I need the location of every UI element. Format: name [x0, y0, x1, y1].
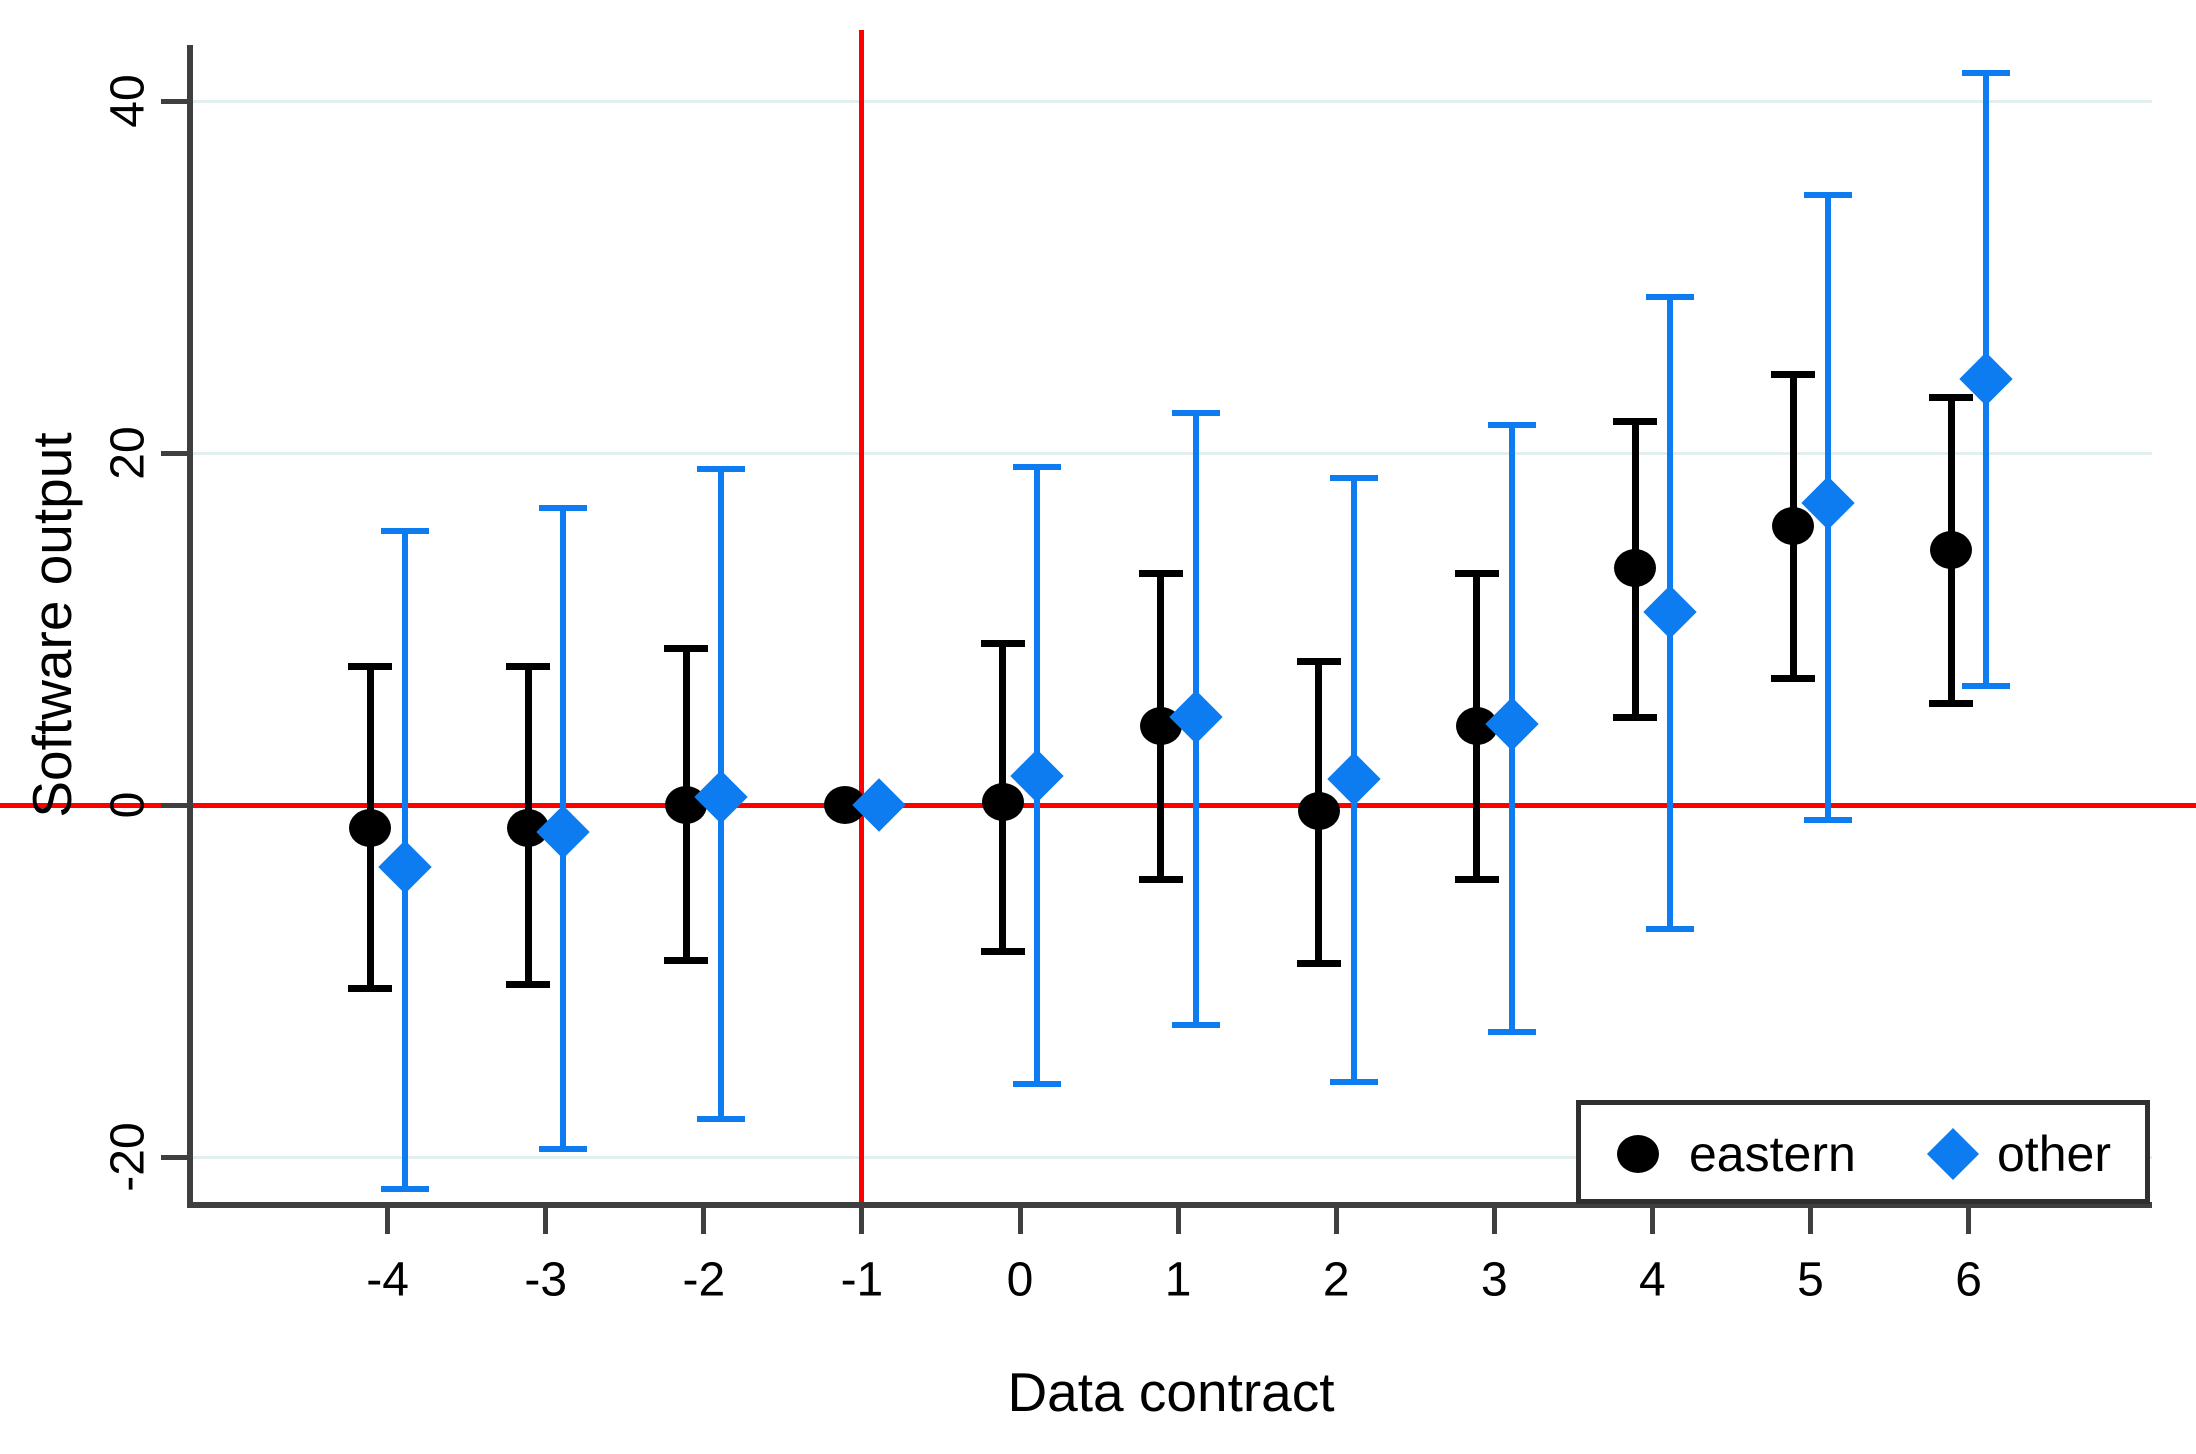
- ci-cap-top-other-x2: [1329, 475, 1378, 482]
- ci-cap-top-eastern-x3: [1454, 569, 1499, 577]
- ci-cap-bottom-other-x2: [1329, 1078, 1378, 1085]
- ci-cap-top-other-x3: [1487, 422, 1536, 429]
- x-tick-label--3: -3: [524, 1253, 568, 1307]
- other-diamond-icon: [1926, 1127, 1980, 1181]
- ci-cap-bottom-other-x4: [1645, 925, 1694, 932]
- y-tick-0: [161, 802, 187, 808]
- x-axis-title: Data contract: [1007, 1361, 1335, 1423]
- x-tick--1: [859, 1208, 865, 1234]
- ci-cap-top-eastern-x5: [1771, 370, 1816, 378]
- x-tick--3: [543, 1208, 549, 1234]
- marker-eastern-x0: [981, 782, 1024, 821]
- x-tick-6: [1966, 1208, 1972, 1234]
- ci-cap-top-other-x4: [1645, 293, 1694, 300]
- ci-cap-top-other-x6: [1961, 70, 2010, 77]
- grid-line-y-20: [190, 1155, 2152, 1159]
- ci-cap-bottom-eastern-x-4: [348, 984, 393, 992]
- event-time-reference-line: [859, 30, 865, 1205]
- y-tick-40: [161, 98, 187, 104]
- ci-cap-bottom-eastern-x1: [1138, 875, 1183, 883]
- x-tick-0: [1017, 1208, 1023, 1234]
- ci-cap-bottom-eastern-x2: [1296, 960, 1341, 968]
- y-tick-label--20: -20: [101, 1122, 155, 1193]
- x-tick-1: [1175, 1208, 1181, 1234]
- ci-cap-top-eastern-x6: [1929, 393, 1974, 401]
- legend: eastern other: [1576, 1100, 2150, 1204]
- grid-line-y20: [190, 451, 2152, 455]
- x-tick-label-0: 0: [1006, 1253, 1034, 1307]
- x-tick-label-6: 6: [1955, 1253, 1982, 1307]
- ci-cap-bottom-eastern-x6: [1929, 699, 1974, 707]
- y-tick-20: [161, 450, 187, 456]
- ci-cap-bottom-eastern-x0: [980, 948, 1025, 956]
- marker-eastern-x6: [1930, 531, 1973, 570]
- ci-cap-top-eastern-x4: [1613, 418, 1658, 426]
- ci-cap-bottom-other-x3: [1487, 1029, 1536, 1036]
- ci-cap-bottom-eastern-x3: [1454, 875, 1499, 883]
- eastern-circle-icon: [1617, 1135, 1659, 1173]
- x-tick-label--4: -4: [366, 1253, 409, 1307]
- y-tick-label-40: 40: [101, 74, 155, 129]
- ci-cap-bottom-other-x-3: [539, 1145, 588, 1152]
- ci-cap-top-eastern-x2: [1296, 657, 1341, 665]
- x-tick-label-4: 4: [1639, 1253, 1666, 1307]
- x-tick-5: [1808, 1208, 1813, 1234]
- ci-cap-top-eastern-x0: [980, 639, 1025, 647]
- ci-cap-top-other-x-2: [697, 466, 746, 473]
- ci-cap-top-eastern-x-2: [664, 645, 709, 653]
- marker-other-x3: [1484, 697, 1539, 752]
- ci-cap-top-eastern-x1: [1138, 569, 1183, 577]
- y-axis-title: Software output: [21, 432, 83, 818]
- marker-eastern-x5: [1772, 506, 1815, 545]
- x-tick-label-5: 5: [1797, 1253, 1824, 1307]
- y-tick-label-0: 0: [101, 792, 155, 819]
- ci-cap-top-eastern-x-4: [348, 662, 393, 670]
- x-tick-2: [1333, 1208, 1339, 1234]
- ci-cap-bottom-eastern-x4: [1613, 713, 1658, 721]
- ci-cap-bottom-other-x1: [1171, 1022, 1220, 1029]
- ci-cap-top-other-x1: [1171, 409, 1220, 416]
- ci-cap-bottom-other-x-4: [381, 1186, 429, 1193]
- x-tick-label-2: 2: [1322, 1253, 1350, 1307]
- x-tick-4: [1649, 1208, 1655, 1234]
- ci-cap-bottom-eastern-x5: [1771, 675, 1816, 683]
- legend-label-other: other: [1997, 1126, 2111, 1182]
- ci-cap-bottom-other-x0: [1013, 1080, 1062, 1087]
- marker-other-x-3: [536, 805, 590, 859]
- ci-cap-bottom-other-x5: [1803, 816, 1852, 823]
- ci-cap-bottom-eastern-x-2: [664, 956, 709, 964]
- x-tick--4: [385, 1208, 391, 1234]
- x-axis-line: [187, 1202, 2152, 1208]
- x-tick-label--1: -1: [840, 1253, 884, 1307]
- ci-cap-top-other-x0: [1013, 464, 1062, 471]
- ci-cap-top-other-x-3: [539, 504, 588, 511]
- marker-eastern-x-4: [349, 809, 392, 848]
- ci-cap-top-other-x5: [1803, 191, 1852, 198]
- x-tick--2: [701, 1208, 707, 1234]
- x-tick-label-3: 3: [1480, 1253, 1508, 1307]
- x-tick-label--2: -2: [682, 1253, 726, 1307]
- y-axis-line: [187, 45, 193, 1205]
- legend-item-eastern: eastern: [1617, 1107, 1856, 1201]
- x-tick-label-1: 1: [1164, 1253, 1192, 1307]
- marker-other-x4: [1643, 585, 1697, 639]
- ci-cap-bottom-eastern-x-3: [506, 981, 551, 989]
- marker-eastern-x4: [1614, 548, 1657, 587]
- y-tick--20: [161, 1154, 187, 1160]
- marker-eastern-x2: [1297, 791, 1340, 830]
- ci-cap-top-eastern-x-3: [506, 662, 551, 670]
- grid-line-y40: [190, 99, 2152, 103]
- ci-cap-bottom-other-x6: [1961, 682, 2010, 689]
- legend-item-other: other: [1926, 1107, 2111, 1201]
- zero-reference-line: [0, 802, 2196, 808]
- y-tick-label-20: 20: [101, 426, 155, 481]
- ci-cap-top-other-x-4: [381, 527, 429, 534]
- x-tick-3: [1491, 1208, 1497, 1234]
- legend-label-eastern: eastern: [1689, 1126, 1856, 1182]
- marker-other-x-4: [378, 840, 432, 894]
- ci-cap-bottom-other-x-2: [697, 1115, 746, 1122]
